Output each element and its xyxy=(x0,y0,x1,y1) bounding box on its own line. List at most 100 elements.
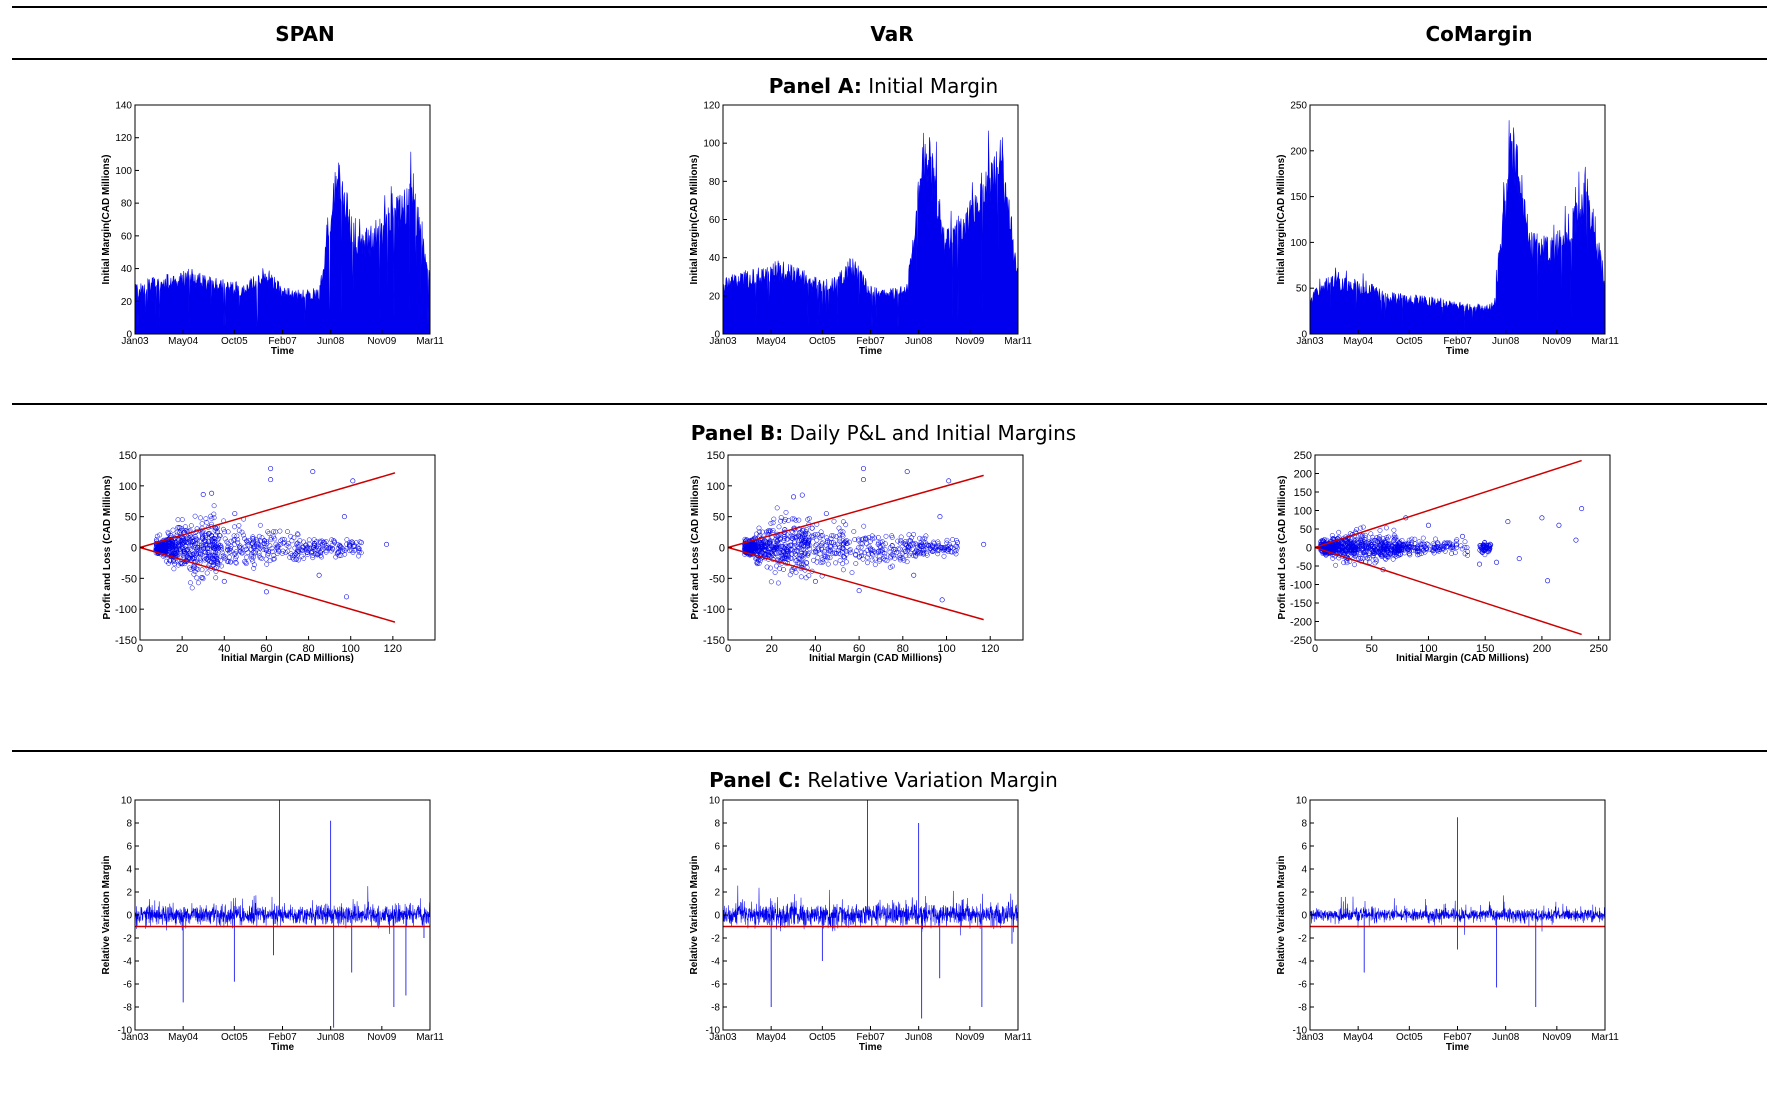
scatter-point xyxy=(200,575,206,581)
x-tick-label: 20 xyxy=(766,643,778,655)
scatter-point xyxy=(1344,558,1350,564)
scatter-point xyxy=(876,540,881,546)
scatter-point xyxy=(250,558,256,564)
scatter-point xyxy=(905,545,911,551)
scatter-point xyxy=(384,541,390,547)
y-tick-label: 4 xyxy=(1301,865,1307,876)
scatter-point xyxy=(798,541,804,547)
scatter-point xyxy=(859,553,864,559)
y-tick-label: -4 xyxy=(711,957,720,968)
scatter-point xyxy=(906,532,912,538)
x-tick-label: Oct05 xyxy=(1396,336,1423,347)
scatter-point xyxy=(784,536,790,542)
scatter-point xyxy=(796,517,802,523)
scatter-point xyxy=(778,552,784,558)
x-axis-label: Time xyxy=(271,1042,295,1053)
scatter-point xyxy=(860,477,866,483)
y-tick-label: 20 xyxy=(121,297,133,308)
scatter-point xyxy=(193,536,199,542)
scatter-point xyxy=(935,539,941,545)
scatter-point xyxy=(904,559,910,565)
scatter-point xyxy=(939,597,945,603)
scatter-point xyxy=(865,554,870,560)
scatter-point xyxy=(818,529,824,535)
scatter-point xyxy=(272,536,278,542)
x-tick-label: Jan03 xyxy=(709,1032,737,1043)
scatter-point xyxy=(340,548,346,554)
scatter-point xyxy=(200,532,206,538)
x-tick-label: 120 xyxy=(384,643,402,655)
scatter-point xyxy=(1371,545,1377,551)
scatter-point xyxy=(1422,549,1428,555)
scatter-point xyxy=(823,511,829,517)
scatter-point xyxy=(1362,536,1368,542)
scatter-point xyxy=(875,534,881,540)
scatter-point xyxy=(1377,534,1383,540)
scatter-point xyxy=(1383,552,1389,558)
scatter-point xyxy=(1437,545,1443,551)
scatter-point xyxy=(897,555,903,561)
scatter-point xyxy=(270,556,276,562)
scatter-point xyxy=(1462,551,1468,557)
scatter-point xyxy=(186,535,192,541)
x-axis-label: Time xyxy=(1446,1042,1470,1053)
x-tick-label: Nov09 xyxy=(1542,1032,1571,1043)
x-tick-label: 50 xyxy=(1366,643,1378,655)
scatter-point xyxy=(922,536,928,541)
scatter-point xyxy=(1383,540,1389,546)
scatter-point xyxy=(758,541,764,547)
y-tick-label: -2 xyxy=(711,934,720,945)
scatter-point xyxy=(1341,560,1347,566)
scatter-point xyxy=(810,535,816,540)
scatter-point xyxy=(750,548,756,554)
scatter-point xyxy=(358,550,364,556)
scatter-point xyxy=(793,542,799,548)
scatter-point xyxy=(793,517,799,523)
scatter-point xyxy=(357,539,363,545)
scatter-point xyxy=(211,503,217,509)
y-tick-label: 2 xyxy=(126,888,132,899)
scatter-point xyxy=(897,557,903,563)
scatter-point xyxy=(236,528,242,534)
scatter-point xyxy=(1415,552,1420,558)
scatter-point xyxy=(1377,550,1383,556)
scatter-point xyxy=(353,540,359,546)
scatter-point xyxy=(840,519,846,525)
scatter-point xyxy=(337,544,343,550)
scatter-point xyxy=(282,539,288,545)
scatter-point xyxy=(205,549,211,555)
scatter-point xyxy=(1449,542,1455,548)
scatter-point xyxy=(1421,541,1427,547)
scatter-point xyxy=(160,541,166,547)
scatter-point xyxy=(792,551,798,557)
scatter-point xyxy=(180,541,185,547)
scatter-point xyxy=(1416,549,1422,555)
scatter-point xyxy=(892,555,898,561)
scatter-point xyxy=(290,555,295,561)
scatter-point xyxy=(160,546,166,551)
scatter-point xyxy=(219,550,225,556)
scatter-point xyxy=(1363,540,1369,545)
relative-variation-span-chart: Jan03 May04 Oct05 Feb07 Jun08 Nov09 Mar11 -10 -8… xyxy=(101,796,444,1054)
scatter-point xyxy=(904,469,910,475)
scatter-point xyxy=(820,540,825,546)
scatter-point xyxy=(170,545,176,551)
scatter-point xyxy=(1342,551,1348,556)
scatter-point xyxy=(774,544,780,550)
scatter-point xyxy=(778,518,784,524)
scatter-point xyxy=(838,528,844,534)
scatter-point xyxy=(863,537,868,543)
scatter-point xyxy=(256,550,262,556)
scatter-point xyxy=(328,548,334,554)
scatter-point xyxy=(221,578,227,584)
scatter-point xyxy=(842,538,848,544)
x-tick-label: Jan03 xyxy=(121,1032,149,1043)
scatter-point xyxy=(1383,525,1389,531)
scatter-point xyxy=(237,543,243,549)
scatter-point xyxy=(837,532,843,538)
scatter-point xyxy=(1420,535,1426,541)
y-tick-label: 150 xyxy=(1294,487,1312,499)
scatter-point xyxy=(251,565,257,571)
scatter-point xyxy=(836,525,842,531)
scatter-point xyxy=(303,547,309,553)
